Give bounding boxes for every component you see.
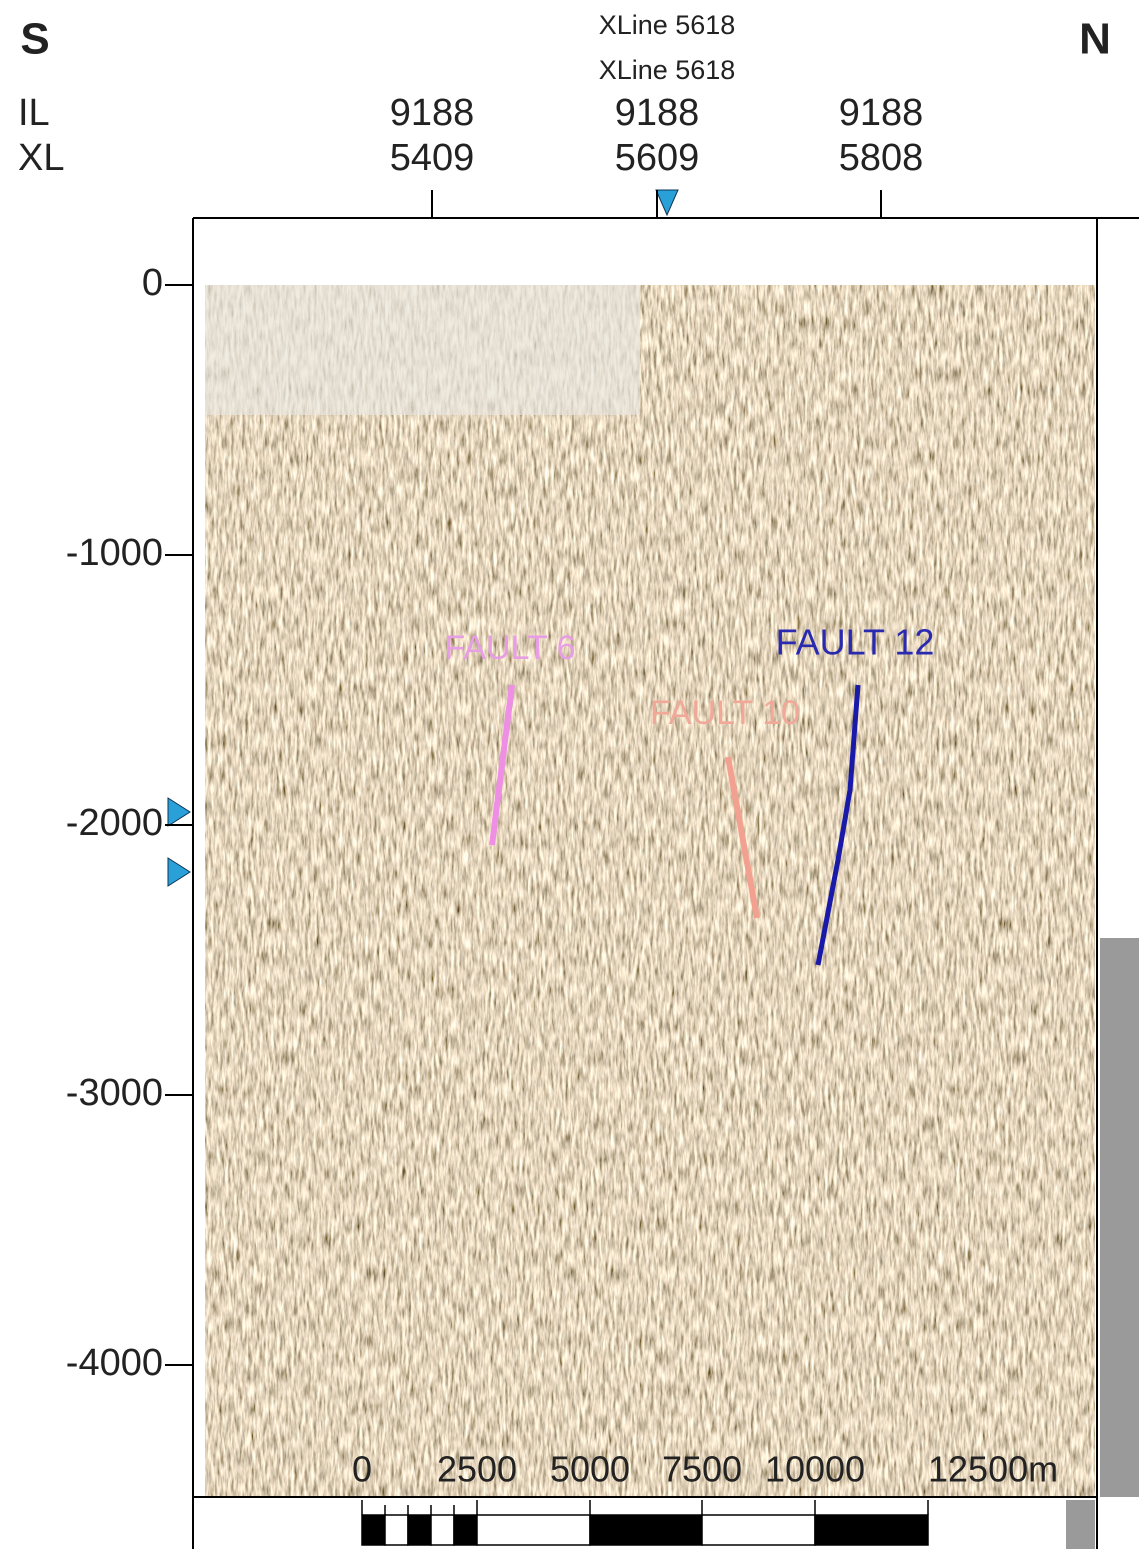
- scale-label: 10000: [765, 1449, 865, 1490]
- seismic-image: [205, 285, 1095, 1497]
- scale-segment: [702, 1515, 815, 1545]
- scale-label: 2500: [437, 1449, 517, 1490]
- xl-tick-label: 5609: [615, 137, 700, 179]
- scale-segment: [362, 1515, 385, 1545]
- scale-label: 12500m: [928, 1449, 1058, 1490]
- scale-segment: [454, 1515, 477, 1545]
- scale-label: 7500: [662, 1449, 742, 1490]
- scale-label: 0: [352, 1449, 372, 1490]
- scale-segment: [431, 1515, 454, 1545]
- fault-label: FAULT 6: [444, 629, 575, 667]
- depth-tick-label: -3000: [66, 1072, 163, 1114]
- depth-tick-label: -1000: [66, 532, 163, 574]
- il-tick-label: 9188: [390, 92, 475, 134]
- xline-label: XLine 5618: [599, 10, 736, 40]
- scale-segment: [408, 1515, 431, 1545]
- compass-label: N: [1079, 15, 1111, 64]
- xline-label: XLine 5618: [599, 55, 736, 85]
- header-row-label: IL: [18, 92, 50, 134]
- il-tick-label: 9188: [839, 92, 924, 134]
- position-marker[interactable]: [656, 190, 678, 215]
- scale-label: 5000: [550, 1449, 630, 1490]
- page: FAULT 6 FAULT 10 FAULT 12 S N XLine 5618…: [0, 0, 1139, 1549]
- scroll-bar[interactable]: [1100, 938, 1139, 1497]
- scale-segment: [385, 1515, 408, 1545]
- depth-tick-label: 0: [142, 262, 163, 304]
- xl-tick-label: 5409: [390, 137, 475, 179]
- il-tick-label: 9188: [615, 92, 700, 134]
- depth-marker[interactable]: [168, 858, 190, 886]
- fault-label: FAULT 12: [776, 622, 935, 663]
- fault-label: FAULT 10: [650, 694, 800, 732]
- scale-segment: [590, 1515, 702, 1545]
- depth-marker[interactable]: [168, 798, 190, 826]
- corner-box: [1066, 1500, 1095, 1549]
- header-row-label: XL: [18, 137, 64, 179]
- xl-tick-label: 5808: [839, 137, 924, 179]
- scale-segment: [477, 1515, 590, 1545]
- compass-label: S: [20, 15, 49, 64]
- depth-tick-label: -2000: [66, 802, 163, 844]
- scale-segment: [815, 1515, 928, 1545]
- depth-tick-label: -4000: [66, 1342, 163, 1384]
- seismic-pale-zone: [205, 285, 640, 415]
- seismic-view: FAULT 6 FAULT 10 FAULT 12 S N XLine 5618…: [0, 0, 1139, 1549]
